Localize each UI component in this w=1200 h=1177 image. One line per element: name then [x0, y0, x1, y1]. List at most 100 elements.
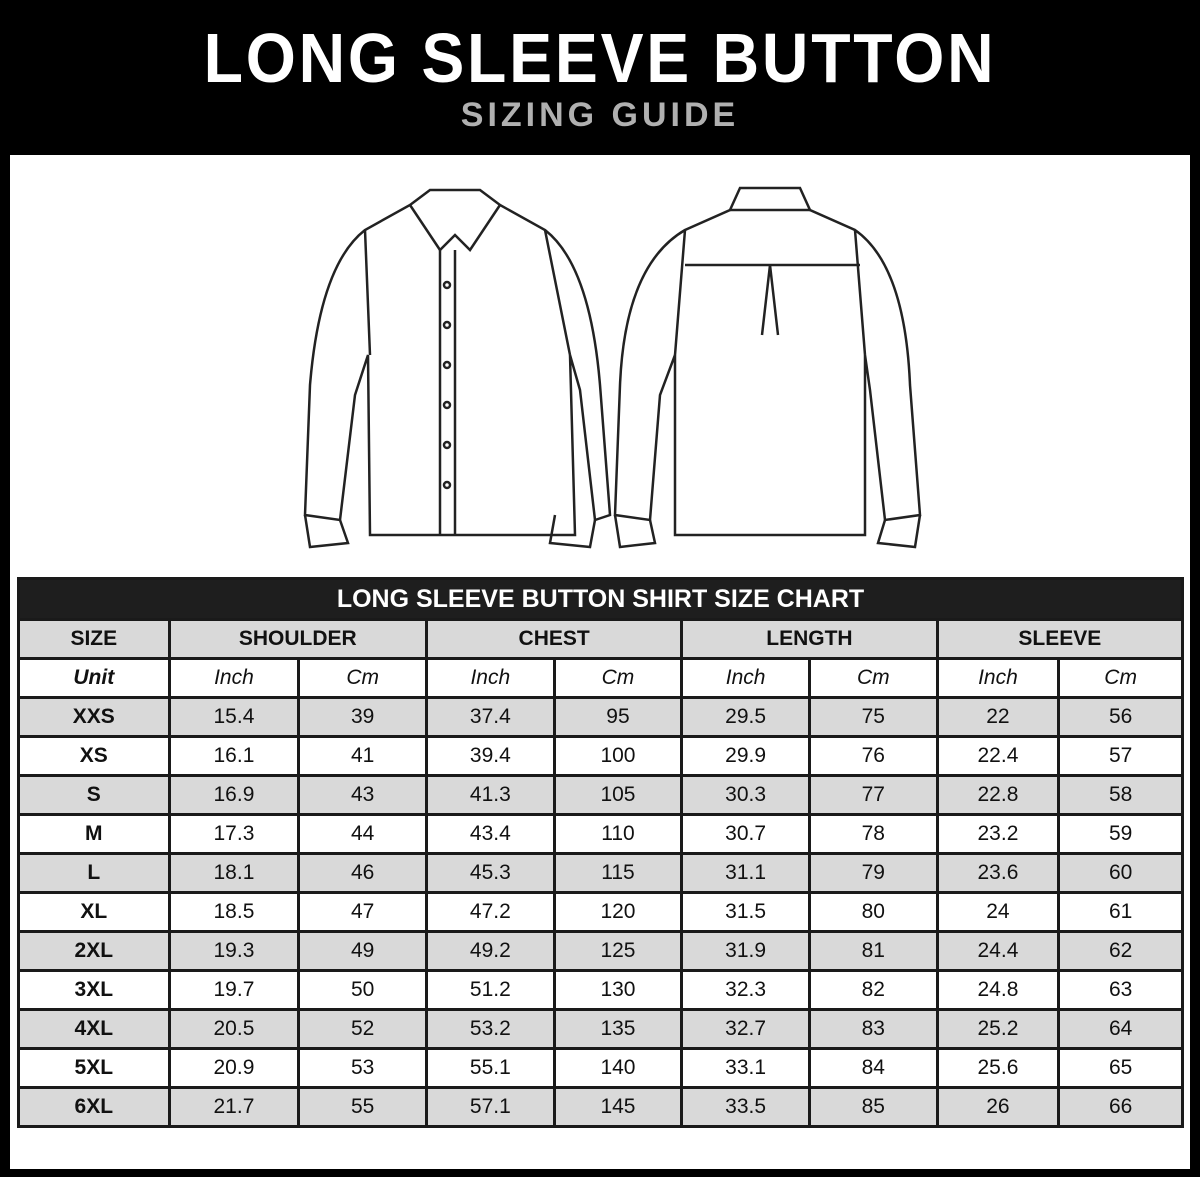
measurement-cell: 135	[552, 1008, 684, 1050]
shirt-back-illustration	[613, 186, 922, 549]
page-title: LONG SLEEVE BUTTON	[203, 19, 997, 97]
measurement-cell: 57.1	[425, 1086, 556, 1128]
measurement-cell: 23.6	[935, 852, 1061, 894]
measurement-cell: 66	[1057, 1086, 1184, 1128]
header-banner: LONG SLEEVE BUTTON SIZING GUIDE	[0, 0, 1200, 155]
measurement-cell: 84	[807, 1047, 939, 1089]
measurement-cell: 43	[297, 774, 428, 816]
shirt-illustrations	[303, 186, 922, 549]
measurement-cell: 26	[935, 1086, 1061, 1128]
measurement-cell: 80	[807, 891, 939, 933]
measurement-cell: 81	[807, 930, 939, 972]
measurement-cell: 53	[297, 1047, 428, 1089]
measurement-cell: 32.7	[680, 1008, 811, 1050]
table-row: XL 18.5 47 47.2 120 31.5 80 24 61	[17, 891, 1184, 933]
measurement-cell: 24.8	[935, 969, 1061, 1011]
measurement-cell: 25.2	[935, 1008, 1061, 1050]
measurement-cell: 63	[1057, 969, 1184, 1011]
measurement-cell: 20.9	[167, 1047, 301, 1089]
unit-cell: Inch	[425, 657, 556, 699]
measurement-cell: 95	[552, 696, 684, 738]
measurement-cell: 17.3	[167, 813, 301, 855]
measurement-cell: 39.4	[425, 735, 556, 777]
measurement-cell: 19.3	[167, 930, 301, 972]
content-panel: LONG SLEEVE BUTTON SHIRT SIZE CHART SIZE…	[10, 155, 1190, 1169]
measurement-cell: 30.3	[680, 774, 811, 816]
measurement-cell: 100	[552, 735, 684, 777]
measurement-cell: 76	[807, 735, 939, 777]
measurement-cell: 46	[297, 852, 428, 894]
size-cell: 5XL	[17, 1047, 171, 1089]
measurement-cell: 33.1	[680, 1047, 811, 1089]
measurement-cell: 31.1	[680, 852, 811, 894]
size-cell: 6XL	[17, 1086, 171, 1128]
size-cell: 3XL	[17, 969, 171, 1011]
measurement-cell: 16.1	[167, 735, 301, 777]
unit-cell: Inch	[167, 657, 301, 699]
measurement-cell: 120	[552, 891, 684, 933]
table-row: M 17.3 44 43.4 110 30.7 78 23.2 59	[17, 813, 1184, 855]
measurement-cell: 55.1	[425, 1047, 556, 1089]
measurement-cell: 64	[1057, 1008, 1184, 1050]
unit-cell: Cm	[297, 657, 428, 699]
measurement-cell: 21.7	[167, 1086, 301, 1128]
measurement-cell: 75	[807, 696, 939, 738]
measurement-cell: 23.2	[935, 813, 1061, 855]
measurement-cell: 22.8	[935, 774, 1061, 816]
measurement-cell: 30.7	[680, 813, 811, 855]
table-row: XS 16.1 41 39.4 100 29.9 76 22.4 57	[17, 735, 1184, 777]
measurement-cell: 19.7	[167, 969, 301, 1011]
table-caption: LONG SLEEVE BUTTON SHIRT SIZE CHART	[17, 577, 1184, 621]
measurement-cell: 25.6	[935, 1047, 1061, 1089]
measurement-cell: 65	[1057, 1047, 1184, 1089]
unit-cell: Unit	[17, 657, 171, 699]
measurement-cell: 24.4	[935, 930, 1061, 972]
measurement-cell: 49	[297, 930, 428, 972]
table-row: XXS 15.4 39 37.4 95 29.5 75 22 56	[17, 696, 1184, 738]
measurement-cell: 110	[552, 813, 684, 855]
unit-cell: Cm	[1057, 657, 1184, 699]
measurement-cell: 115	[552, 852, 684, 894]
table-row: 5XL 20.9 53 55.1 140 33.1 84 25.6 65	[17, 1047, 1184, 1089]
table-row: 2XL 19.3 49 49.2 125 31.9 81 24.4 62	[17, 930, 1184, 972]
column-header-length: LENGTH	[680, 618, 939, 660]
measurement-cell: 20.5	[167, 1008, 301, 1050]
size-cell: XS	[17, 735, 171, 777]
table-row: S 16.9 43 41.3 105 30.3 77 22.8 58	[17, 774, 1184, 816]
measurement-cell: 50	[297, 969, 428, 1011]
measurement-cell: 105	[552, 774, 684, 816]
measurement-cell: 16.9	[167, 774, 301, 816]
measurement-cell: 47.2	[425, 891, 556, 933]
measurement-cell: 82	[807, 969, 939, 1011]
measurement-cell: 31.5	[680, 891, 811, 933]
unit-cell: Cm	[552, 657, 684, 699]
measurement-cell: 125	[552, 930, 684, 972]
measurement-cell: 31.9	[680, 930, 811, 972]
measurement-cell: 15.4	[167, 696, 301, 738]
unit-cell: Cm	[807, 657, 939, 699]
measurement-cell: 41.3	[425, 774, 556, 816]
measurement-cell: 51.2	[425, 969, 556, 1011]
table-row: 4XL 20.5 52 53.2 135 32.7 83 25.2 64	[17, 1008, 1184, 1050]
measurement-cell: 59	[1057, 813, 1184, 855]
measurement-cell: 41	[297, 735, 428, 777]
table-row: L 18.1 46 45.3 115 31.1 79 23.6 60	[17, 852, 1184, 894]
unit-row: Unit Inch Cm Inch Cm Inch Cm Inch Cm	[17, 657, 1184, 699]
table-row: 3XL 19.7 50 51.2 130 32.3 82 24.8 63	[17, 969, 1184, 1011]
shirt-front-illustration	[303, 188, 612, 549]
size-cell: L	[17, 852, 171, 894]
measurement-cell: 43.4	[425, 813, 556, 855]
measurement-cell: 29.5	[680, 696, 811, 738]
measurement-cell: 29.9	[680, 735, 811, 777]
measurement-cell: 44	[297, 813, 428, 855]
size-cell: XXS	[17, 696, 171, 738]
column-header-sleeve: SLEEVE	[935, 618, 1185, 660]
measurement-cell: 56	[1057, 696, 1184, 738]
column-header-chest: CHEST	[424, 618, 684, 660]
measurement-cell: 24	[935, 891, 1061, 933]
size-cell: S	[17, 774, 171, 816]
measurement-cell: 83	[807, 1008, 939, 1050]
measurement-cell: 55	[297, 1086, 428, 1128]
measurement-cell: 78	[807, 813, 939, 855]
measurement-cell: 77	[807, 774, 939, 816]
